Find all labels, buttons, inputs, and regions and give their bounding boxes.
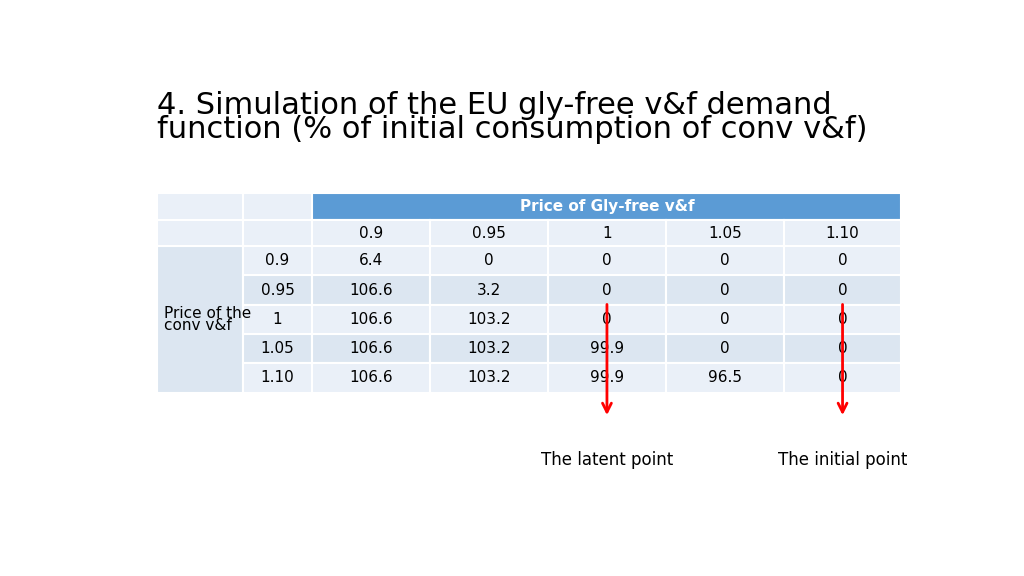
Text: 99.9: 99.9: [590, 341, 624, 356]
Bar: [548, 305, 666, 334]
Text: 0.95: 0.95: [472, 226, 506, 241]
Bar: [783, 305, 901, 334]
Text: 4. Simulation of the EU gly-free v&f demand: 4. Simulation of the EU gly-free v&f dem…: [158, 90, 833, 120]
Bar: [312, 363, 430, 392]
Text: 3.2: 3.2: [477, 283, 502, 298]
Bar: [243, 275, 312, 305]
Text: 103.2: 103.2: [467, 370, 511, 385]
Text: 0.95: 0.95: [261, 283, 295, 298]
Bar: [158, 193, 243, 220]
Text: 1.05: 1.05: [261, 341, 295, 356]
Text: conv v&f: conv v&f: [164, 318, 231, 333]
Text: 103.2: 103.2: [467, 312, 511, 327]
Bar: [666, 363, 783, 392]
Bar: [783, 275, 901, 305]
Text: 0: 0: [838, 341, 848, 356]
Text: 0: 0: [602, 253, 611, 268]
Bar: [666, 334, 783, 363]
Bar: [312, 334, 430, 363]
Bar: [430, 363, 548, 392]
Bar: [548, 363, 666, 392]
Bar: [158, 246, 243, 392]
Bar: [312, 220, 430, 246]
Bar: [158, 220, 243, 246]
Bar: [666, 246, 783, 275]
Text: 1.05: 1.05: [708, 226, 741, 241]
Bar: [548, 275, 666, 305]
Text: 1: 1: [602, 226, 611, 241]
Text: 0: 0: [838, 370, 848, 385]
Bar: [430, 246, 548, 275]
Bar: [666, 305, 783, 334]
Text: 0: 0: [838, 253, 848, 268]
Text: 0: 0: [484, 253, 494, 268]
Bar: [548, 220, 666, 246]
Text: 96.5: 96.5: [708, 370, 741, 385]
Text: 0: 0: [602, 312, 611, 327]
Bar: [666, 275, 783, 305]
Text: 0: 0: [720, 312, 729, 327]
Bar: [243, 363, 312, 392]
Text: 0: 0: [838, 312, 848, 327]
Bar: [430, 305, 548, 334]
Bar: [548, 246, 666, 275]
Bar: [312, 246, 430, 275]
Text: 0: 0: [720, 341, 729, 356]
Bar: [783, 363, 901, 392]
Bar: [243, 334, 312, 363]
Bar: [783, 246, 901, 275]
Text: The initial point: The initial point: [778, 451, 907, 469]
Text: The latent point: The latent point: [541, 451, 673, 469]
Text: 1: 1: [272, 312, 283, 327]
Bar: [430, 334, 548, 363]
Text: 106.6: 106.6: [349, 341, 393, 356]
Text: 0.9: 0.9: [359, 226, 383, 241]
Bar: [312, 305, 430, 334]
Text: 0: 0: [720, 283, 729, 298]
Text: 1.10: 1.10: [825, 226, 859, 241]
Text: 6.4: 6.4: [359, 253, 383, 268]
Bar: [243, 220, 312, 246]
Bar: [243, 193, 312, 220]
Bar: [666, 220, 783, 246]
Bar: [783, 334, 901, 363]
Text: Price of Gly-free v&f: Price of Gly-free v&f: [519, 199, 694, 214]
Text: 1.10: 1.10: [261, 370, 295, 385]
Text: 0.9: 0.9: [265, 253, 290, 268]
Text: 103.2: 103.2: [467, 341, 511, 356]
Text: 106.6: 106.6: [349, 312, 393, 327]
Bar: [783, 220, 901, 246]
Text: 0: 0: [838, 283, 848, 298]
Bar: [312, 193, 901, 220]
Text: 0: 0: [720, 253, 729, 268]
Bar: [243, 305, 312, 334]
Bar: [243, 246, 312, 275]
Text: Price of the: Price of the: [164, 306, 251, 321]
Bar: [548, 334, 666, 363]
Bar: [312, 275, 430, 305]
Text: function (% of initial consumption of conv v&f): function (% of initial consumption of co…: [158, 115, 868, 145]
Text: 99.9: 99.9: [590, 370, 624, 385]
Bar: [430, 275, 548, 305]
Text: 106.6: 106.6: [349, 283, 393, 298]
Bar: [430, 220, 548, 246]
Text: 106.6: 106.6: [349, 370, 393, 385]
Text: 0: 0: [602, 283, 611, 298]
